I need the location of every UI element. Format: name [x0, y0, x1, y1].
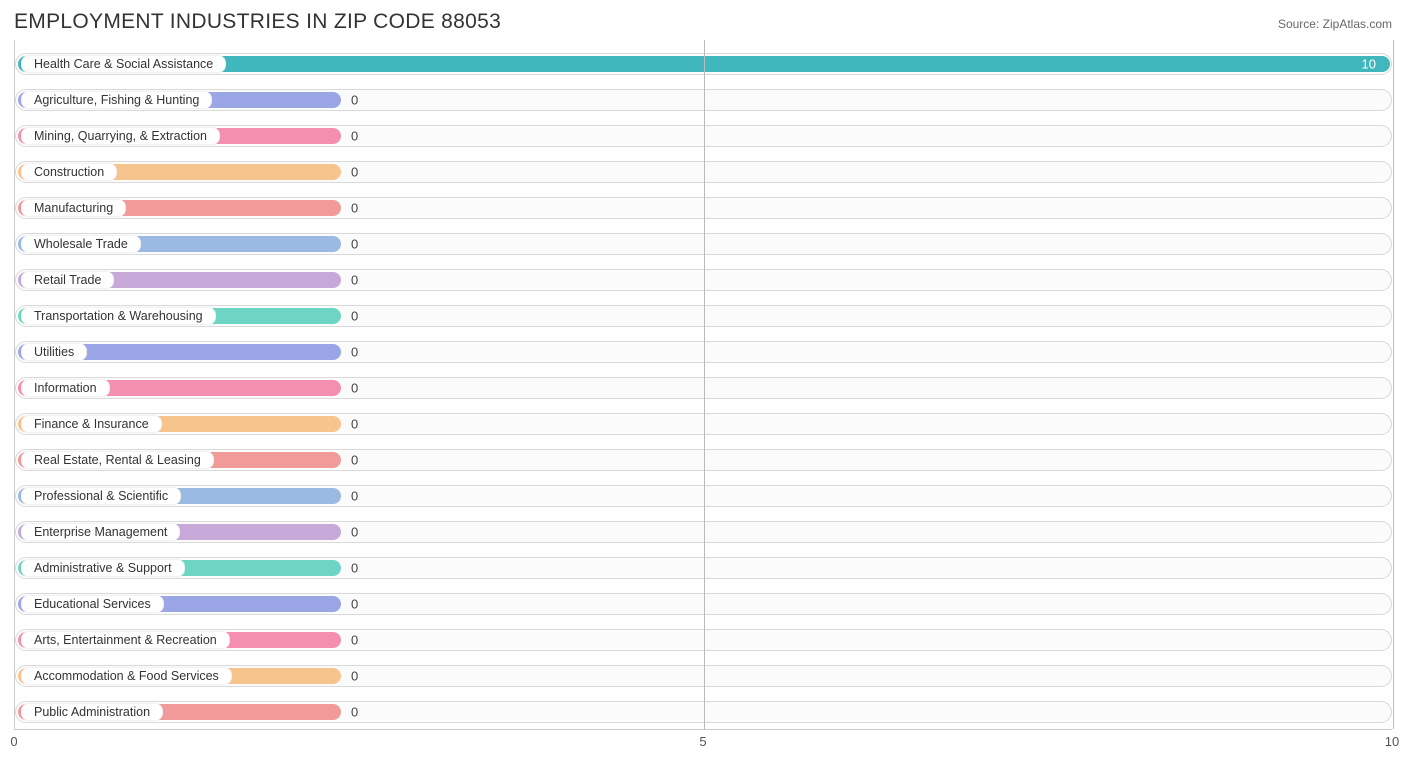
chart-bar-label: Manufacturing	[21, 199, 126, 217]
chart-header: EMPLOYMENT INDUSTRIES IN ZIP CODE 88053 …	[0, 0, 1406, 40]
chart-bar: Arts, Entertainment & Recreation	[18, 632, 341, 648]
chart-bar-label: Transportation & Warehousing	[21, 307, 216, 325]
chart-bar-value: 0	[351, 165, 358, 180]
chart-bar: Mining, Quarrying, & Extraction	[18, 128, 341, 144]
x-axis-tick: 5	[699, 734, 706, 749]
chart-bar: Accommodation & Food Services	[18, 668, 341, 684]
chart-bar-value: 0	[351, 597, 358, 612]
chart-bar-label: Health Care & Social Assistance	[21, 55, 226, 73]
chart-bar: Administrative & Support	[18, 560, 341, 576]
chart-bar: Manufacturing	[18, 200, 341, 216]
chart-bar: Real Estate, Rental & Leasing	[18, 452, 341, 468]
chart-bar-value: 0	[351, 561, 358, 576]
chart-bar-label: Finance & Insurance	[21, 415, 162, 433]
chart-bar-label: Enterprise Management	[21, 523, 180, 541]
chart-bar-label: Professional & Scientific	[21, 487, 181, 505]
chart-bar: Information	[18, 380, 341, 396]
chart-bar-value: 0	[351, 201, 358, 216]
chart-bar-value: 10	[1362, 57, 1376, 72]
chart-bar: Professional & Scientific	[18, 488, 341, 504]
chart-bar-label: Wholesale Trade	[21, 235, 141, 253]
chart-bar-label: Construction	[21, 163, 117, 181]
chart-bar-label: Arts, Entertainment & Recreation	[21, 631, 230, 649]
chart-bar-label: Educational Services	[21, 595, 164, 613]
gridline	[704, 40, 705, 729]
chart-plot-area: Health Care & Social Assistance 10 Agricul…	[14, 40, 1392, 730]
chart-bar-label: Information	[21, 379, 110, 397]
chart-bar: Transportation & Warehousing	[18, 308, 341, 324]
chart-bar: Finance & Insurance	[18, 416, 341, 432]
chart-bar-label: Administrative & Support	[21, 559, 185, 577]
chart-bar-label: Mining, Quarrying, & Extraction	[21, 127, 220, 145]
chart-bar: Enterprise Management	[18, 524, 341, 540]
chart-bar-value: 0	[351, 525, 358, 540]
chart-bar-value: 0	[351, 705, 358, 720]
chart-bar-label: Public Administration	[21, 703, 163, 721]
x-axis-tick: 0	[10, 734, 17, 749]
chart-bar-label: Agriculture, Fishing & Hunting	[21, 91, 212, 109]
chart-bar-value: 0	[351, 309, 358, 324]
chart-bar-label: Retail Trade	[21, 271, 114, 289]
chart-bar-value: 0	[351, 669, 358, 684]
chart-bar-label: Real Estate, Rental & Leasing	[21, 451, 214, 469]
chart-bar: Public Administration	[18, 704, 341, 720]
chart-bar-label: Accommodation & Food Services	[21, 667, 232, 685]
chart-bar-value: 0	[351, 381, 358, 396]
x-axis-tick: 10	[1385, 734, 1399, 749]
chart-bar-value: 0	[351, 129, 358, 144]
chart-bar: Utilities	[18, 344, 341, 360]
gridline	[1393, 40, 1394, 729]
chart-bar-value: 0	[351, 345, 358, 360]
chart-bar-value: 0	[351, 489, 358, 504]
chart-title: EMPLOYMENT INDUSTRIES IN ZIP CODE 88053	[14, 10, 501, 34]
chart-bar: Retail Trade	[18, 272, 341, 288]
chart-bar: Educational Services	[18, 596, 341, 612]
chart-bar-value: 0	[351, 93, 358, 108]
chart-x-axis: 0510	[14, 730, 1392, 754]
chart-bar: Agriculture, Fishing & Hunting	[18, 92, 341, 108]
chart-source: Source: ZipAtlas.com	[1278, 17, 1392, 31]
chart-bar-value: 0	[351, 273, 358, 288]
chart-bar-value: 0	[351, 417, 358, 432]
chart-bar-label: Utilities	[21, 343, 87, 361]
chart-bar-value: 0	[351, 633, 358, 648]
chart-bar: Construction	[18, 164, 341, 180]
chart-bar-value: 0	[351, 453, 358, 468]
chart-bar: Wholesale Trade	[18, 236, 341, 252]
chart-bar-value: 0	[351, 237, 358, 252]
